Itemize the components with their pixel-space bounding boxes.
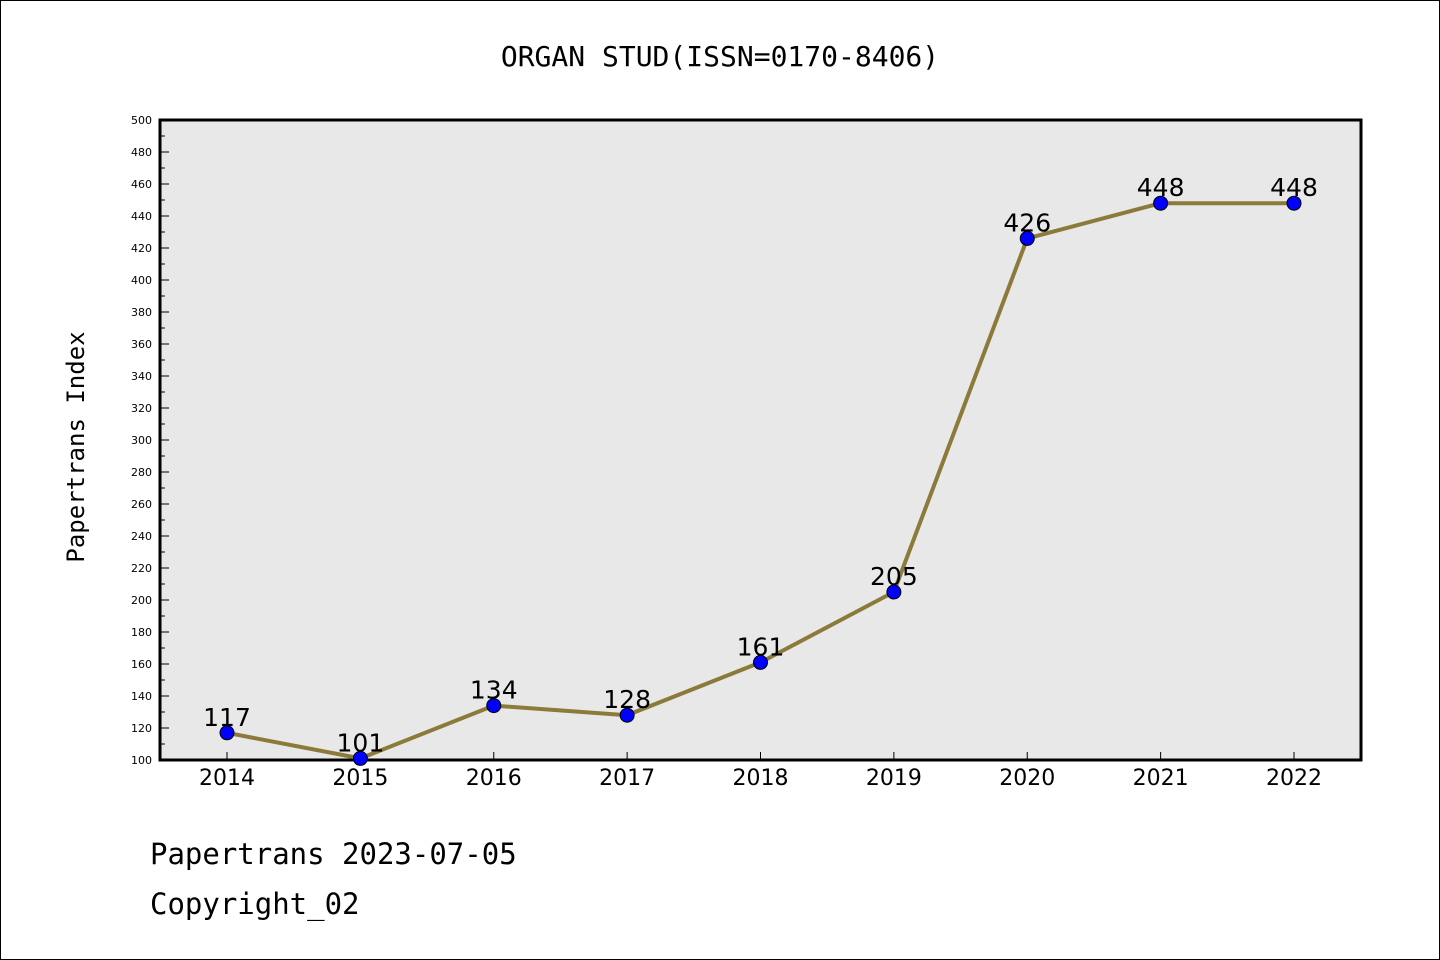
y-axis-label: Papertrans Index <box>62 331 90 562</box>
y-tick-label: 480 <box>131 146 152 159</box>
y-tick-label: 360 <box>131 338 152 351</box>
data-label: 205 <box>870 562 918 591</box>
x-tick-label: 2017 <box>599 766 655 791</box>
y-tick-label: 180 <box>131 626 152 639</box>
y-tick-label: 320 <box>131 402 152 415</box>
data-label: 134 <box>470 676 518 705</box>
chart-title: ORGAN STUD(ISSN=0170-8406) <box>501 40 939 73</box>
y-tick-label: 280 <box>131 466 152 479</box>
x-tick-label: 2014 <box>199 766 255 791</box>
data-point <box>753 654 768 670</box>
x-tick-label: 2022 <box>1266 766 1322 791</box>
x-tick-label: 2016 <box>466 766 522 791</box>
footer-copyright: Copyright_02 <box>150 887 360 922</box>
footer-date: Papertrans 2023-07-05 <box>150 837 517 871</box>
y-tick-label: 300 <box>131 434 152 447</box>
x-tick-label: 2019 <box>866 766 922 791</box>
x-tick-label: 2015 <box>332 766 388 791</box>
y-tick-label: 400 <box>131 274 152 287</box>
data-point <box>486 698 502 714</box>
y-tick-label: 340 <box>131 370 152 383</box>
data-label: 426 <box>1003 208 1051 237</box>
data-label: 448 <box>1137 173 1185 202</box>
y-tick-label: 100 <box>131 754 152 767</box>
data-point <box>1153 195 1169 211</box>
data-label: 448 <box>1270 173 1318 202</box>
y-tick-label: 260 <box>131 498 152 511</box>
data-point <box>1019 230 1035 246</box>
y-tick-label: 200 <box>131 594 152 607</box>
y-tick-label: 240 <box>131 530 152 543</box>
y-axis: 100 120 140 160 180 200 220 240 260 280 300 320 340 3… <box>131 114 169 767</box>
x-tick-label: 2021 <box>1133 766 1189 791</box>
data-point <box>219 725 235 741</box>
y-tick-label: 120 <box>131 722 152 735</box>
data-label: 161 <box>737 632 785 661</box>
data-label: 128 <box>603 685 651 714</box>
y-tick-label: 140 <box>131 690 152 703</box>
y-tick-label: 160 <box>131 658 152 671</box>
x-tick-label: 2020 <box>999 766 1055 791</box>
data-label: 117 <box>203 703 251 732</box>
data-point <box>886 584 902 600</box>
data-point <box>619 707 635 723</box>
y-tick-label: 440 <box>131 210 152 223</box>
series-layer: 117 101 134 128 161 205 426 448 448 <box>203 173 1318 766</box>
plot-area <box>158 118 1363 762</box>
data-label: 101 <box>337 728 385 757</box>
x-axis: 2014 2015 2016 2017 2018 2019 2020 2021 2022 <box>199 752 1322 791</box>
y-tick-label: 460 <box>131 178 152 191</box>
y-tick-label: 220 <box>131 562 152 575</box>
data-point <box>1286 195 1302 211</box>
data-point <box>352 750 368 766</box>
y-tick-label: 420 <box>131 242 152 255</box>
y-tick-label: 500 <box>131 114 152 127</box>
x-tick-label: 2018 <box>733 766 789 791</box>
y-tick-label: 380 <box>131 306 152 319</box>
